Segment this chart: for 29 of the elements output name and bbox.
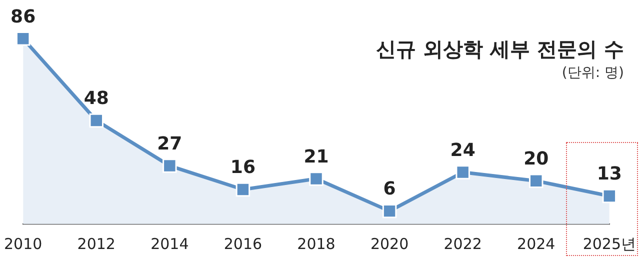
x-tick-label: 2018 <box>297 234 336 253</box>
point <box>602 188 617 204</box>
data-label: 13 <box>596 164 622 185</box>
point <box>89 113 104 128</box>
point <box>16 32 30 46</box>
point <box>382 204 397 218</box>
x-tick-label: 2016 <box>224 234 262 253</box>
data-label: 21 <box>304 146 329 168</box>
data-label: 20 <box>524 148 549 170</box>
point <box>309 172 324 186</box>
x-tick-label: 2022 <box>444 234 482 253</box>
point <box>236 182 250 197</box>
text: (단위: 명) <box>562 64 624 82</box>
data-label: 86 <box>10 6 36 28</box>
data-label: 6 <box>383 178 396 200</box>
x-tick-label: 2020 <box>370 234 409 253</box>
data-label: 16 <box>230 157 256 178</box>
point <box>162 158 177 173</box>
chart-title: 신규 외상학 세부 전문의 수 <box>376 36 624 63</box>
x-tick-label: 2024 <box>517 234 556 253</box>
data-label: 48 <box>84 88 109 110</box>
x-tick-label: 2012 <box>77 234 116 253</box>
x-tick-label: 2010 <box>4 234 42 253</box>
data-label: 27 <box>157 133 182 154</box>
point <box>529 174 544 188</box>
x-tick-label: 2025년 <box>582 234 636 253</box>
point <box>456 165 470 180</box>
x-tick-label: 2014 <box>150 234 189 253</box>
data-label: 24 <box>450 140 476 161</box>
